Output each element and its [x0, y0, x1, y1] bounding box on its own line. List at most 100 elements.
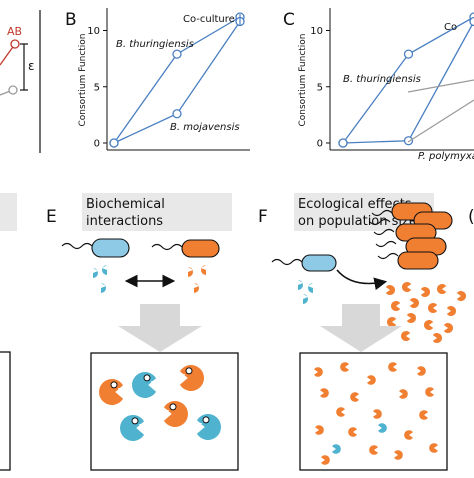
panel-f-orange-cluster [369, 202, 453, 270]
enzyme-molecule [175, 365, 205, 392]
molecule [428, 303, 438, 313]
tooth [157, 382, 161, 384]
data-point [469, 16, 474, 27]
flagellum [369, 218, 391, 226]
molecule [419, 410, 428, 420]
tooth [138, 424, 143, 426]
molecule [201, 265, 206, 275]
molecule [369, 445, 378, 455]
reference-line [407, 79, 474, 93]
molecule [308, 283, 313, 293]
y-tick-label: 0 [317, 139, 323, 150]
y-tick-label: 10 [310, 26, 323, 37]
tooth [195, 423, 199, 426]
y-tick-label: 5 [94, 82, 100, 93]
molecule [320, 388, 329, 398]
panel-a-gray-point [8, 85, 18, 95]
tooth [159, 411, 163, 413]
eye [131, 417, 139, 425]
molecule [420, 287, 431, 297]
molecule [102, 265, 107, 275]
tooth [154, 381, 158, 384]
enzyme-molecule [132, 372, 161, 399]
panel-f-title-line1: Ecological effects [298, 197, 412, 212]
panel-f-orange-molecules [385, 282, 466, 344]
y-tick-label: 0 [94, 139, 100, 150]
panel-f-blue-bacterium [301, 254, 337, 272]
data-point [172, 109, 182, 119]
panel-f: F Ecological effects on population size [258, 193, 466, 471]
molecule [298, 280, 303, 290]
data-point [338, 138, 348, 148]
molecule [378, 423, 387, 433]
molecule [332, 444, 341, 454]
panel-a-red-point [10, 39, 20, 49]
panel-b-series [109, 12, 245, 148]
panel-c-ticks: 0 5 10 [310, 26, 330, 150]
panel-e-blue-molecules [93, 265, 107, 293]
panel-f-title-line2: on population size [298, 214, 417, 229]
panel-d-result-box [0, 351, 11, 471]
molecule [436, 284, 447, 294]
eye [110, 381, 118, 389]
molecule [388, 362, 397, 372]
molecule [194, 283, 199, 293]
tooth [162, 410, 166, 413]
molecule [314, 367, 323, 377]
enzyme-molecule [120, 415, 149, 441]
molecule [101, 283, 106, 293]
molecule [402, 282, 412, 292]
panel-f-blue-flagellum [271, 258, 303, 266]
molecule [350, 392, 359, 402]
panel-c-label-polymyxa: P. polymyxa [418, 151, 474, 162]
data-point [403, 49, 414, 59]
tooth [178, 374, 182, 377]
panel-e-orange-flagellum [151, 243, 183, 251]
molecule [404, 430, 413, 440]
flagellum [375, 240, 397, 248]
panel-e-title-line1: Biochemical [86, 197, 165, 212]
panel-b-label-thuringiensis: B. thuringiensis [116, 39, 194, 50]
eye [202, 416, 210, 424]
tooth [192, 424, 196, 426]
panel-a-epsilon: ε [28, 59, 35, 73]
flagellum [377, 252, 399, 260]
tooth [150, 381, 155, 383]
molecule [400, 331, 411, 341]
molecule [340, 362, 349, 372]
molecule [406, 312, 416, 323]
molecule [394, 450, 403, 460]
panel-b-label-mojavensis: B. mojavensis [170, 122, 240, 133]
molecule [93, 268, 98, 278]
panel-e-blue-flagellum [61, 242, 93, 250]
panel-c: C Consortium Function 0 5 10 Co B. thuring… [283, 8, 474, 162]
eye [185, 367, 193, 375]
orange-bacterium [397, 251, 439, 270]
molecule [367, 375, 376, 385]
panel-f-blue-molecules [298, 280, 313, 304]
panel-g-partial-letter: ( [468, 207, 474, 227]
molecule [417, 366, 426, 376]
data-point [403, 136, 414, 146]
panel-c-label-coculture: Co [444, 22, 457, 33]
tooth [165, 410, 170, 412]
panel-e-blue-bacterium [91, 238, 130, 258]
panel-e-large-molecules [99, 365, 221, 441]
panel-e: E Biochemical interactions [46, 193, 239, 471]
reference-line [407, 99, 474, 143]
panel-e-gray-arrow [118, 304, 202, 352]
molecule [303, 294, 308, 304]
tooth [117, 388, 122, 390]
panel-a-ab-label: AB [7, 25, 22, 38]
panel-c-series [338, 12, 474, 148]
panel-f-result-molecules [314, 362, 438, 465]
molecule [456, 291, 466, 301]
molecule [446, 306, 456, 316]
molecule [429, 443, 438, 453]
panel-f-letter: F [258, 207, 268, 227]
tooth [145, 425, 149, 427]
flagellum [373, 228, 395, 236]
molecule [387, 316, 397, 327]
panel-f-curved-arrow [336, 269, 388, 291]
molecule [391, 301, 401, 311]
